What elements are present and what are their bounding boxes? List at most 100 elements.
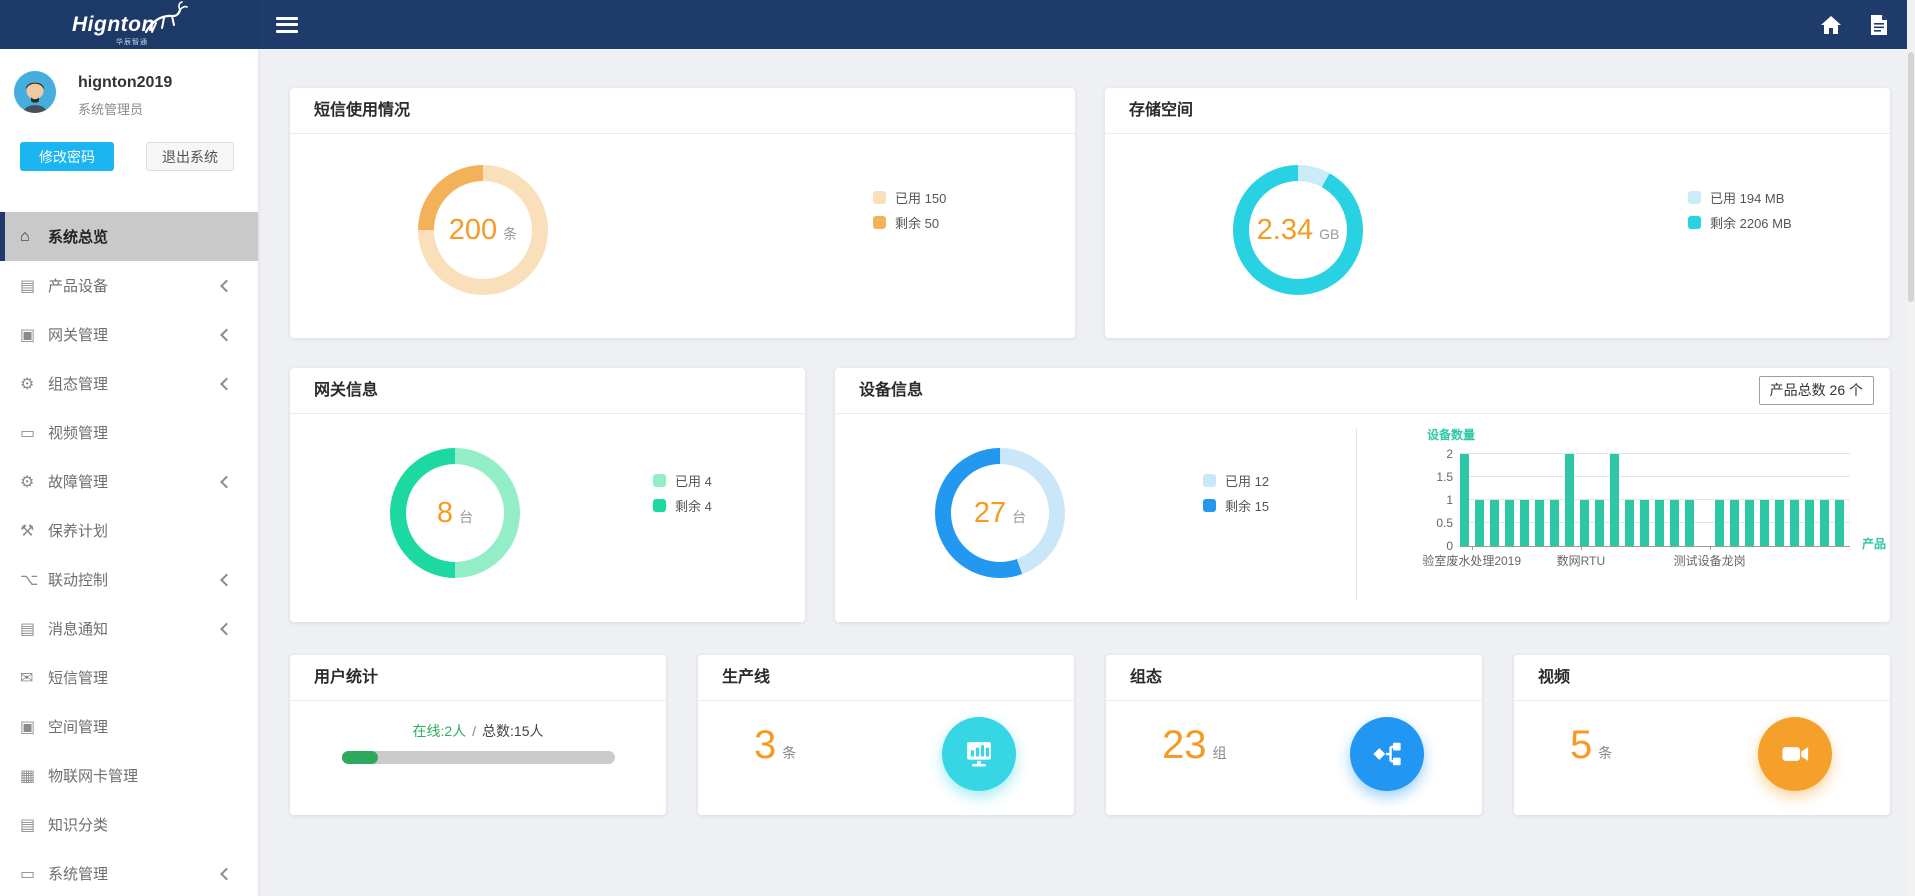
home-icon[interactable] <box>1821 15 1841 35</box>
bar-chart-y-label: 设备数量 <box>1427 428 1476 442</box>
bar <box>1580 500 1589 546</box>
legend-item[interactable]: 剩余 50 <box>873 213 946 232</box>
user-stats-card: 用户统计 在线:2人 / 总数:15人 <box>290 655 666 815</box>
legend-item[interactable]: 已用 150 <box>873 188 946 207</box>
product-total-badge[interactable]: 产品总数 26 个 <box>1758 376 1874 405</box>
legend-item[interactable]: 已用 4 <box>653 471 712 490</box>
sidebar-item-label: 网关管理 <box>48 327 109 344</box>
card-title: 短信使用情况 <box>290 88 1075 134</box>
sms-usage-card: 短信使用情况 200 条 已用 150 剩余 50 <box>290 88 1075 338</box>
sidebar-item-3[interactable]: ⚙ 组态管理 <box>0 359 258 408</box>
sidebar-item-6[interactable]: ⚒ 保养计划 <box>0 506 258 555</box>
book-icon: ▤ <box>20 277 36 295</box>
gridline <box>1460 499 1850 500</box>
video-value: 5 <box>1570 723 1593 767</box>
gateway-legend: 已用 4 剩余 4 <box>653 465 712 521</box>
bar-chart-plot: 0 0.5 1 1.5 2 验室废水处理2019 数网RTU 测试设备龙岗 产品 <box>1422 447 1886 568</box>
gears-icon: ⚙ <box>20 473 35 491</box>
video-count: 5 条 <box>1570 723 1612 768</box>
sidebar-item-11[interactable]: ▦ 物联网卡管理 <box>0 751 258 800</box>
change-password-button[interactable]: 修改密码 <box>20 142 114 171</box>
logout-button[interactable]: 退出系统 <box>146 142 234 171</box>
vertical-divider <box>1356 428 1357 600</box>
sidebar-item-4[interactable]: ▭ 视频管理 <box>0 408 258 457</box>
chevron-left-icon <box>220 573 233 586</box>
sidebar-item-9[interactable]: ✉ 短信管理 <box>0 653 258 702</box>
card-title: 组态 <box>1106 655 1482 701</box>
bar <box>1715 500 1724 546</box>
card-title: 网关信息 <box>290 368 805 414</box>
legend-swatch <box>1203 474 1216 487</box>
logo-text: Hignton <box>72 13 155 36</box>
bar <box>1595 500 1604 546</box>
book-icon: ▤ <box>20 620 36 638</box>
configuration-card: 组态 23 组 <box>1106 655 1482 815</box>
donut-center-value: 200 条 <box>448 213 518 246</box>
production-line-icon <box>942 717 1016 791</box>
mail-icon: ✉ <box>20 669 34 687</box>
card-icon: ▣ <box>20 718 36 736</box>
sidebar-item-label: 故障管理 <box>48 474 109 491</box>
production-unit: 条 <box>782 745 797 761</box>
sidebar-item-label: 短信管理 <box>48 670 109 687</box>
device-donut-chart: 27 台 <box>935 448 1065 578</box>
header-actions <box>1821 14 1915 35</box>
flowchart-icon <box>1350 717 1424 791</box>
gridline <box>1460 453 1850 454</box>
menu-toggle-icon[interactable] <box>276 16 298 33</box>
gridline <box>1460 476 1850 477</box>
logo-subtext: 华辰智通 <box>116 39 148 46</box>
sidebar-item-8[interactable]: ▤ 消息通知 <box>0 604 258 653</box>
sidebar-item-12[interactable]: ▤ 知识分类 <box>0 800 258 849</box>
logo-panel: Hignton 华辰智通 <box>0 0 258 49</box>
card-title-text: 设备信息 <box>859 382 924 399</box>
y-tick-label: 0 <box>1446 539 1453 553</box>
scrollbar-thumb[interactable] <box>1908 52 1914 302</box>
sidebar-item-7[interactable]: ⌥ 联动控制 <box>0 555 258 604</box>
donut-ring: 2.34 GB <box>1233 165 1363 295</box>
sidebar-item-13[interactable]: ▭ 系统管理 <box>0 849 258 896</box>
legend-swatch <box>873 191 886 204</box>
user-name: hignton2019 <box>78 74 173 91</box>
sidebar-item-2[interactable]: ▣ 网关管理 <box>0 310 258 359</box>
legend-item[interactable]: 剩余 2206 MB <box>1688 213 1792 232</box>
sidebar-item-10[interactable]: ▣ 空间管理 <box>0 702 258 751</box>
production-count: 3 条 <box>754 723 796 768</box>
sidebar-item-label: 组态管理 <box>48 376 109 393</box>
donut-ring: 200 条 <box>418 165 548 295</box>
sidebar-item-label: 知识分类 <box>48 817 109 834</box>
sidebar-item-5[interactable]: ⚙ 故障管理 <box>0 457 258 506</box>
donut-center-value: 2.34 GB <box>1256 213 1340 246</box>
bar <box>1775 500 1784 546</box>
bar <box>1535 500 1544 546</box>
chevron-left-icon <box>220 377 233 390</box>
sidebar-item-0[interactable]: ⌂ 系统总览 <box>0 212 258 261</box>
bar <box>1835 500 1844 546</box>
chevron-left-icon <box>220 867 233 880</box>
card-title: 存储空间 <box>1105 88 1890 134</box>
legend-item[interactable]: 剩余 4 <box>653 496 712 515</box>
gears-icon: ⚙ <box>20 375 35 393</box>
user-role: 系统管理员 <box>78 102 144 117</box>
device-info-card: 设备信息 产品总数 26 个 27 台 已用 12 剩余 15 设备数量 0 0.5 1 1… <box>835 368 1890 622</box>
bar <box>1460 454 1469 546</box>
bar-chart-x-label: 产品 <box>1862 537 1887 551</box>
production-value: 3 <box>754 723 777 767</box>
legend-item[interactable]: 已用 194 MB <box>1688 188 1792 207</box>
legend-item[interactable]: 已用 12 <box>1203 471 1269 490</box>
document-icon[interactable] <box>1869 14 1889 35</box>
bar <box>1790 500 1799 546</box>
chevron-left-icon <box>220 475 233 488</box>
sidebar-item-1[interactable]: ▤ 产品设备 <box>0 261 258 310</box>
bar <box>1565 454 1574 546</box>
page-scrollbar[interactable] <box>1907 0 1915 896</box>
device-count-bar-chart: 设备数量 0 0.5 1 1.5 2 验室废水处理2019 数网RTU 测试设备龙岗 产品 <box>1395 426 1886 601</box>
monitor-icon: ▭ <box>20 865 36 883</box>
bars-group <box>1460 454 1850 546</box>
sidebar-menu: ⌂ 系统总览 ▤ 产品设备 ▣ 网关管理 ⚙ 组态管理 ▭ 视频管理 ⚙ 故障管理 ⚒ 保养计划 ⌥ 联动控制… <box>0 212 258 896</box>
legend-item[interactable]: 剩余 15 <box>1203 496 1269 515</box>
bar <box>1685 500 1694 546</box>
bar <box>1745 500 1754 546</box>
